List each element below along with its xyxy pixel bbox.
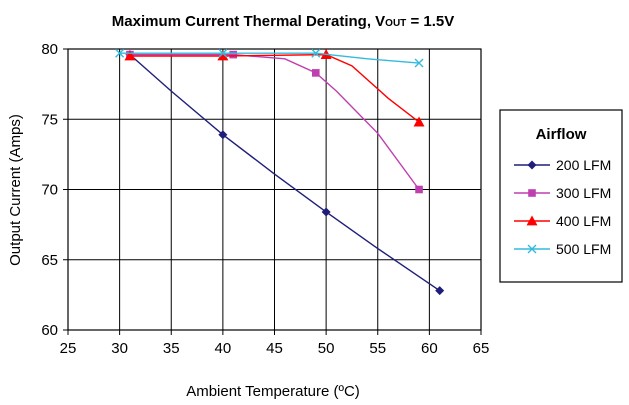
data-point: [115, 48, 125, 58]
legend-label: 200 LFM: [556, 157, 611, 173]
x-axis-label: Ambient Temperature (ºC): [186, 383, 360, 400]
legend-box: [499, 109, 623, 283]
x-tick-label: 55: [369, 340, 386, 357]
series-line: [129, 54, 441, 292]
legend-label: 500 LFM: [556, 241, 611, 257]
data-point: [321, 207, 331, 217]
legend-swatch-marker: [527, 244, 537, 254]
data-point: [415, 185, 423, 194]
chart-title-main: Maximum Current Thermal Derating, V: [112, 13, 385, 30]
y-axis-label: Output Current (Amps): [7, 114, 24, 266]
legend-label: 300 LFM: [556, 185, 611, 201]
legend-swatch-marker: [528, 189, 536, 197]
y-tick-label: 70: [41, 182, 58, 199]
legend-item: 200 LFM: [514, 157, 611, 173]
plot-grid: [68, 49, 481, 330]
series-layer: [115, 48, 445, 296]
series-400-lfm: [124, 49, 425, 127]
series-line: [129, 53, 420, 123]
series-200-lfm: [125, 50, 445, 296]
series-500-lfm: [115, 48, 424, 68]
legend-item: 500 LFM: [514, 241, 611, 257]
legend-item: 400 LFM: [514, 213, 611, 229]
data-point: [414, 58, 424, 68]
legend-title: Airflow: [536, 126, 587, 143]
x-tick-label: 60: [421, 340, 438, 357]
data-point: [218, 48, 228, 58]
legend: Airflow 200 LFM 300 LFM 400 LFM 500 LFM: [499, 109, 623, 283]
legend-label: 400 LFM: [556, 213, 611, 229]
y-tick-label: 65: [41, 252, 58, 269]
x-tick-label: 50: [318, 340, 335, 357]
data-point: [312, 69, 320, 77]
legend-swatch-marker: [526, 215, 538, 226]
legend-item: 300 LFM: [514, 185, 611, 201]
chart-title: Maximum Current Thermal Derating, VOUT =…: [112, 13, 454, 30]
data-point: [124, 50, 136, 61]
x-axis-ticks: 25 30 35 40 45 50 55 60 65: [60, 330, 490, 357]
chart-title-tail: = 1.5V: [406, 13, 454, 30]
data-point: [311, 48, 321, 58]
x-tick-label: 40: [215, 340, 232, 357]
legend-swatch-marker: [527, 160, 537, 170]
x-tick-label: 30: [111, 340, 128, 357]
x-tick-label: 65: [473, 340, 490, 357]
data-point: [435, 286, 445, 296]
data-point: [217, 50, 229, 61]
data-point: [218, 130, 228, 140]
chart-title-subscript: OUT: [385, 18, 406, 29]
data-point: [413, 116, 425, 127]
x-tick-label: 45: [266, 340, 283, 357]
y-tick-label: 75: [41, 111, 58, 128]
y-tick-label: 80: [41, 41, 58, 58]
data-point: [229, 50, 237, 59]
y-tick-label: 60: [41, 322, 58, 339]
x-tick-label: 25: [60, 340, 77, 357]
legend-items: 200 LFM 300 LFM 400 LFM 500 LFM: [514, 157, 611, 257]
y-axis-ticks: 60 65 70 75 80: [41, 41, 68, 339]
x-tick-label: 35: [163, 340, 180, 357]
